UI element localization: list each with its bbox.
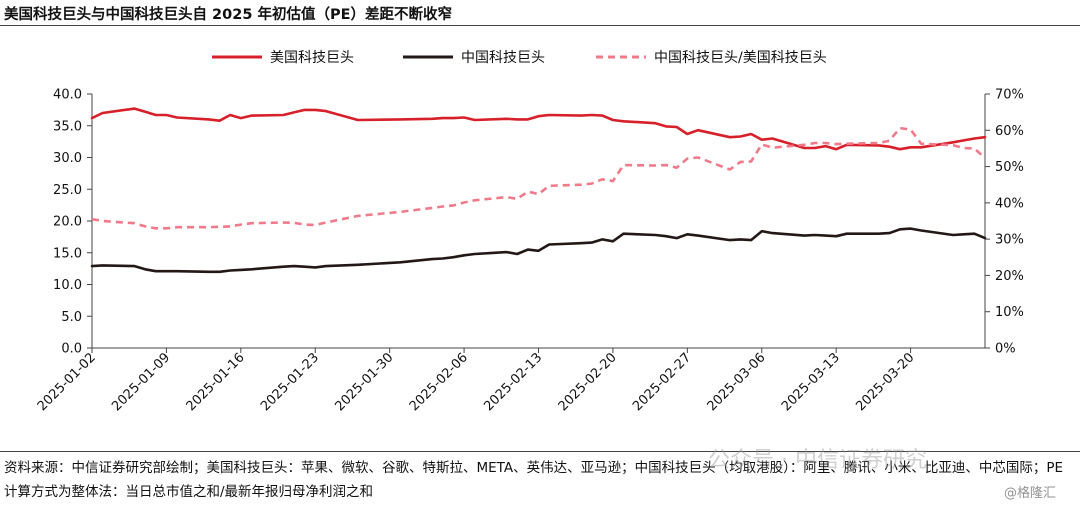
series-line-1 <box>90 107 987 151</box>
legend-label-3: 中国科技巨头/美国科技巨头 <box>654 50 827 66</box>
right-tick-label: 40% <box>995 196 1024 211</box>
badge: @格隆汇 <box>1004 486 1057 501</box>
right-tick-label: 60% <box>995 124 1024 139</box>
x-tick-label: 2025-02-20 <box>556 350 620 414</box>
legend-label-1: 美国科技巨头 <box>270 50 354 66</box>
x-tick-label: 2025-02-13 <box>481 350 545 414</box>
bottom-rule <box>0 451 1080 452</box>
right-tick-label: 50% <box>995 160 1024 175</box>
left-tick-label: 15.0 <box>53 246 82 261</box>
left-tick-label: 35.0 <box>53 119 82 134</box>
left-tick-label: 20.0 <box>53 215 82 230</box>
axes <box>87 93 990 353</box>
x-tick-label: 2025-01-30 <box>332 350 396 414</box>
source-note: 资料来源：中信证券研究部绘制；美国科技巨头：苹果、微软、谷歌、特斯拉、META、… <box>4 460 1064 500</box>
right-tick-label: 20% <box>995 269 1024 284</box>
x-tick-label: 2025-01-16 <box>184 350 248 414</box>
x-tick-label: 2025-02-27 <box>630 350 694 414</box>
series-lines <box>90 107 987 274</box>
left-tick-label: 25.0 <box>53 183 82 198</box>
x-tick-label: 2025-03-20 <box>853 350 917 414</box>
left-tick-label: 0.0 <box>61 342 82 357</box>
series-line-2 <box>90 227 987 274</box>
series-line-3 <box>91 126 986 230</box>
x-tick-label: 2025-03-13 <box>779 350 843 414</box>
left-tick-label: 10.0 <box>53 278 82 293</box>
x-tick-label: 2025-01-23 <box>258 350 322 414</box>
left-tick-label: 40.0 <box>53 88 82 103</box>
chart-title: 美国科技巨头与中国科技巨头自 2025 年初估值（PE）差距不断收窄 <box>4 7 452 23</box>
watermark: 公众号 · 中信证券研究 <box>708 448 927 473</box>
left-tick-label: 5.0 <box>61 310 82 325</box>
legend: 美国科技巨头 中国科技巨头 中国科技巨头/美国科技巨头 <box>212 50 827 66</box>
dual-axis-line-chart: 美国科技巨头 中国科技巨头 中国科技巨头/美国科技巨头 0.0 5.0 10.0 15.0… <box>35 50 1024 414</box>
right-tick-label: 70% <box>995 88 1024 103</box>
right-tick-label: 10% <box>995 305 1024 320</box>
x-tick-label: 2025-02-06 <box>407 350 471 414</box>
right-tick-label: 30% <box>995 233 1024 248</box>
legend-label-2: 中国科技巨头 <box>461 50 545 66</box>
right-tick-label: 0% <box>995 342 1016 357</box>
x-tick-label: 2025-01-09 <box>109 350 173 414</box>
x-tick-label: 2025-01-02 <box>35 350 99 414</box>
top-rule <box>0 25 1080 26</box>
x-tick-label: 2025-03-06 <box>705 350 769 414</box>
left-tick-label: 30.0 <box>53 151 82 166</box>
